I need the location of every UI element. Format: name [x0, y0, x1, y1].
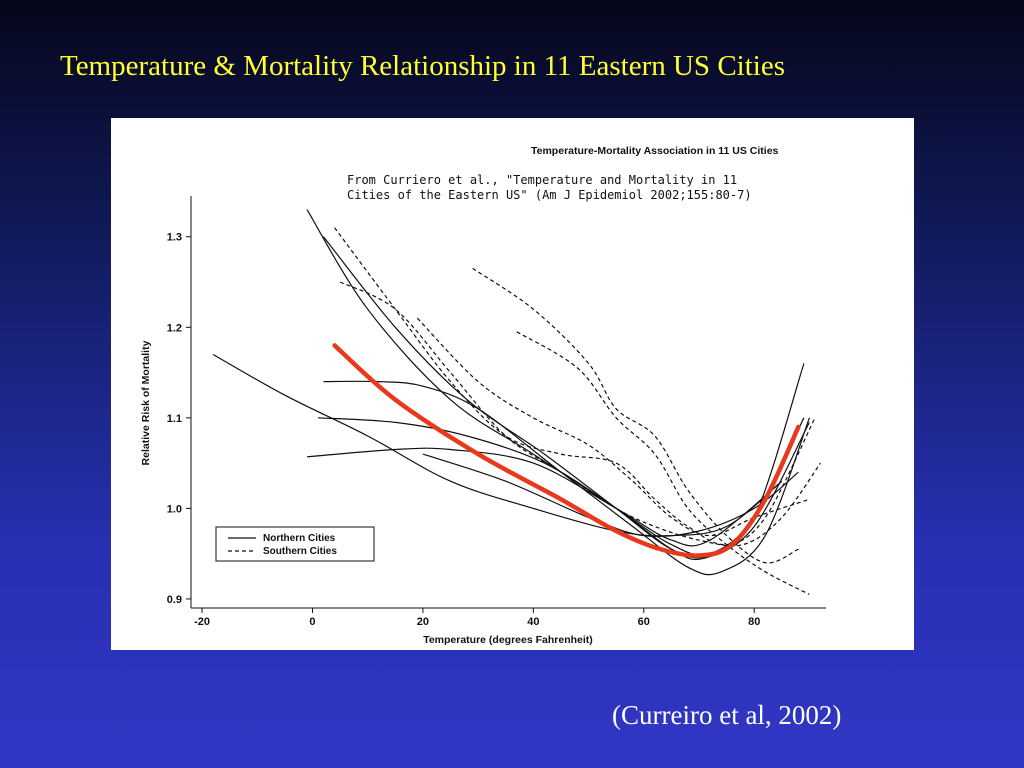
overall-trend-curve	[332, 343, 801, 558]
southern-city-line	[334, 227, 816, 546]
legend-label-northern: Northern Cities	[263, 533, 336, 544]
x-tick-label: -20	[194, 616, 210, 628]
y-tick-label: 1.3	[167, 232, 182, 244]
y-tick-label: 1.1	[167, 413, 182, 425]
northern-city-line	[323, 380, 810, 576]
chart-title: Temperature-Mortality Association in 11 …	[531, 145, 779, 157]
x-tick-label: 80	[748, 616, 760, 628]
southern-city-line	[339, 281, 821, 547]
chart-note-line-1: From Curriero et al., "Temperature and M…	[347, 173, 737, 187]
axes: -20 0 20 40 60 80 0.9 1.0 1.1 1.2 1.3	[167, 196, 826, 628]
highlight-layer	[332, 343, 801, 558]
x-tick-label: 20	[417, 616, 429, 628]
chart-panel: Temperature-Mortality Association in 11 …	[111, 118, 914, 650]
y-tick-label: 1.0	[167, 503, 182, 515]
y-axis-label: Relative Risk of Mortality	[140, 340, 152, 465]
legend-box	[215, 526, 375, 562]
chart-note-line-2: Cities of the Eastern US" (Am J Epidemio…	[347, 188, 752, 202]
southern-city-line	[516, 331, 810, 595]
northern-city-line	[212, 353, 783, 537]
northern-city-line	[422, 453, 799, 538]
x-tick-label: 0	[309, 616, 315, 628]
southern-city-line	[416, 317, 810, 537]
southern-city-line	[472, 267, 799, 564]
x-tick-label: 40	[527, 616, 539, 628]
series-layer	[212, 209, 821, 595]
x-axis-label: Temperature (degrees Fahrenheit)	[423, 634, 593, 646]
mortality-chart: Temperature-Mortality Association in 11 …	[140, 145, 826, 646]
y-tick-label: 0.9	[167, 594, 182, 606]
citation: (Curreiro et al, 2002)	[612, 700, 842, 730]
legend: Northern Cities Southern Cities	[215, 526, 375, 562]
x-tick-label: 60	[638, 616, 650, 628]
slide-title: Temperature & Mortality Relationship in …	[60, 50, 785, 82]
y-tick-label: 1.2	[167, 322, 182, 334]
legend-label-southern: Southern Cities	[263, 546, 337, 557]
